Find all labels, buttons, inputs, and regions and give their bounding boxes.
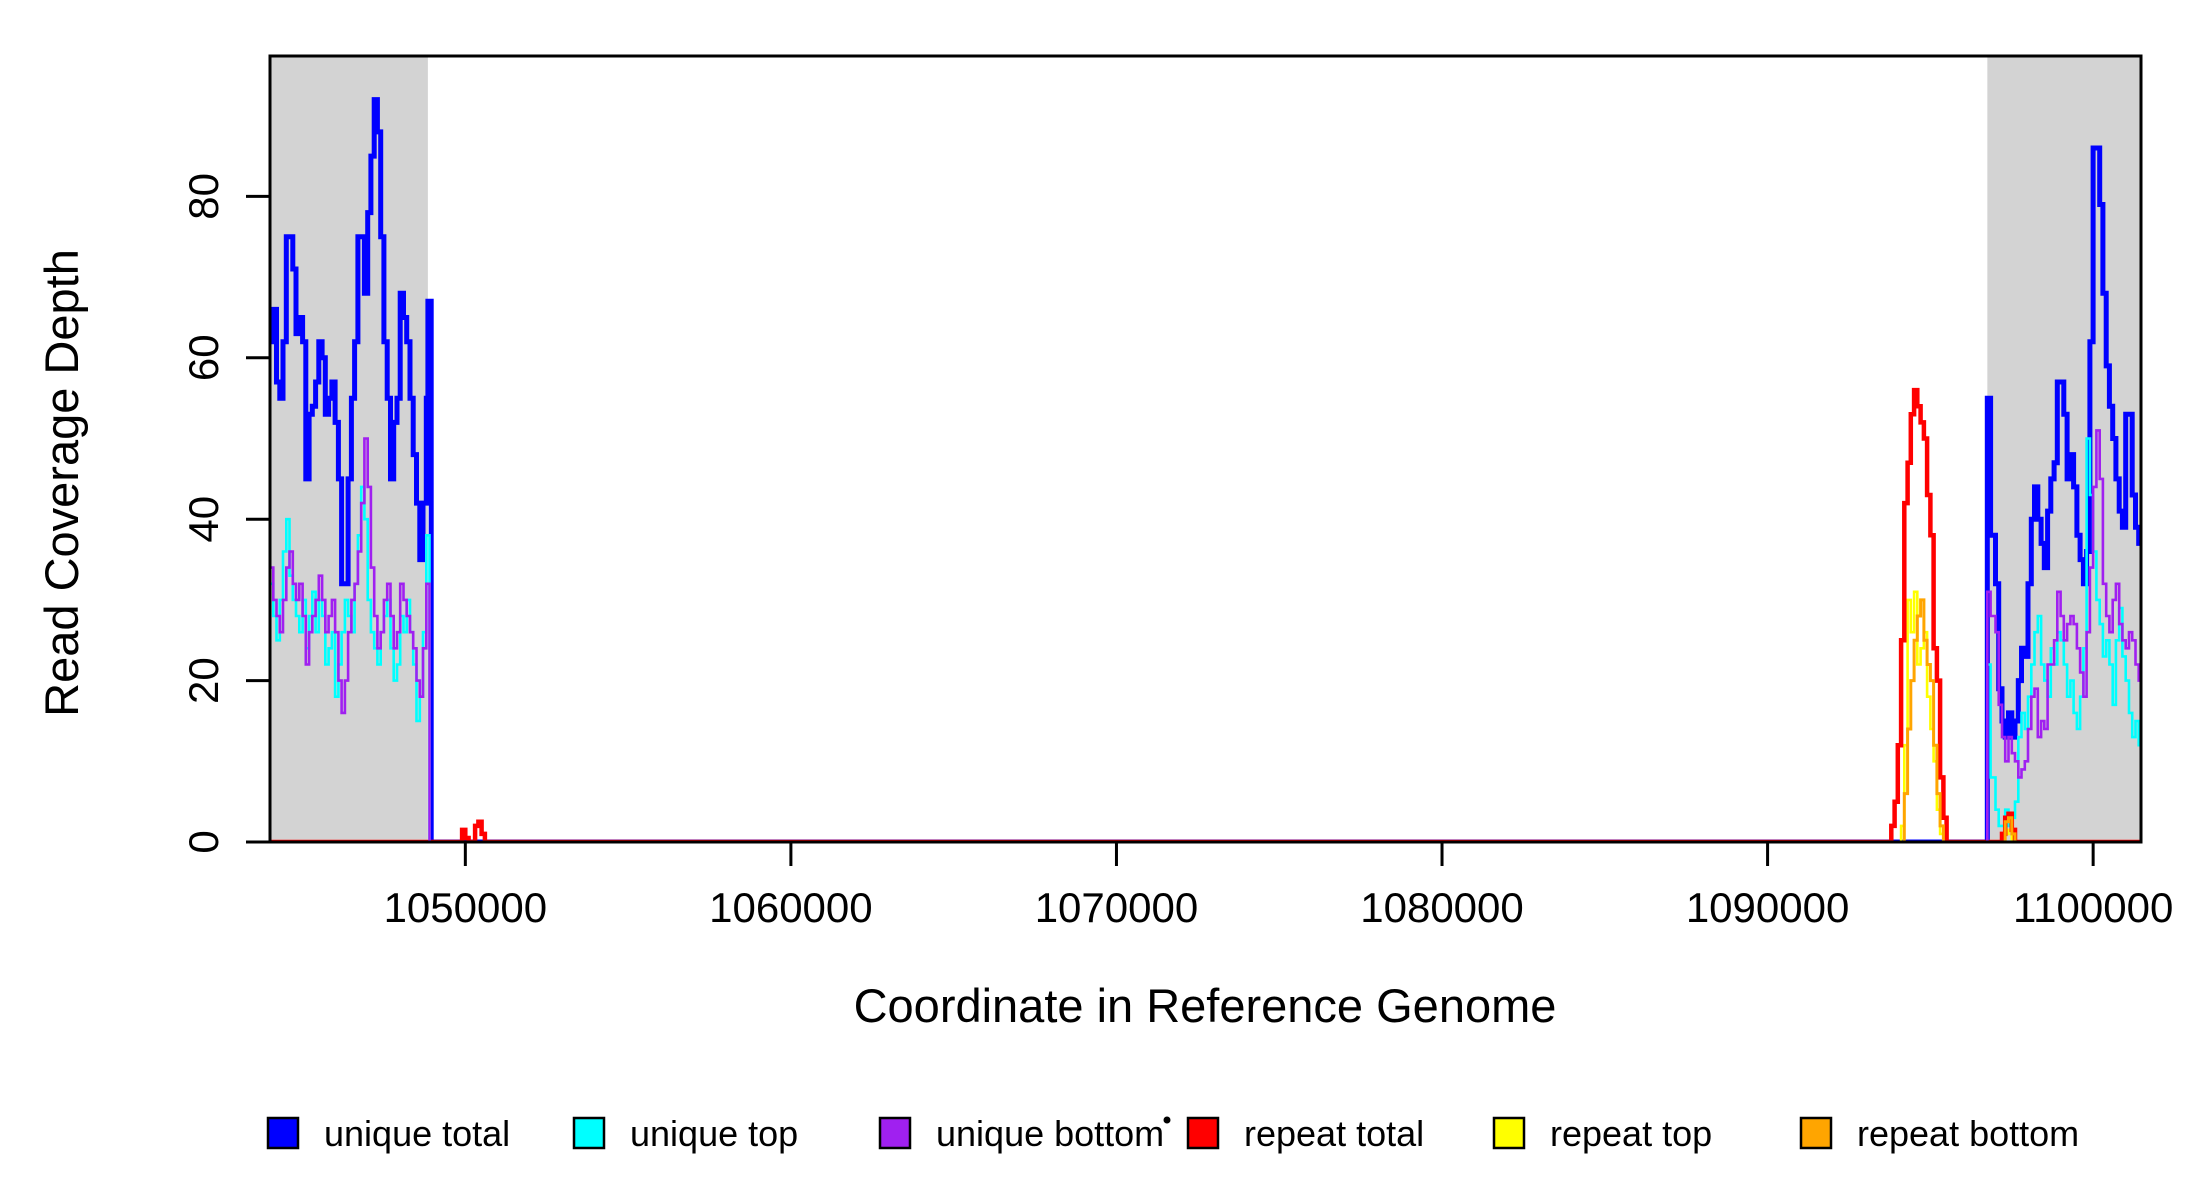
y-tick-label: 0 bbox=[180, 830, 227, 853]
legend-label: unique total bbox=[324, 1113, 510, 1154]
highlight-bands bbox=[270, 56, 2141, 842]
x-tick-label: 1060000 bbox=[709, 884, 873, 931]
legend-swatch bbox=[878, 1116, 912, 1150]
x-tick-label: 1070000 bbox=[1035, 884, 1199, 931]
legend-item-unique-bottom: unique bottom bbox=[878, 1113, 1164, 1154]
stray-dot bbox=[1163, 1116, 1171, 1124]
legend-swatch bbox=[266, 1116, 300, 1150]
legend-item-repeat-top: repeat top bbox=[1492, 1113, 1712, 1154]
legend-label: unique bottom bbox=[936, 1113, 1164, 1154]
legend-item-unique-total: unique total bbox=[266, 1113, 510, 1154]
legend-item-repeat-bottom: repeat bottom bbox=[1799, 1113, 2079, 1154]
y-tick-label: 40 bbox=[180, 496, 227, 543]
legend-item-repeat-total: repeat total bbox=[1186, 1113, 1424, 1154]
x-axis: 1050000 1060000 1070000 1080000 1090000 11000… bbox=[384, 842, 2173, 931]
legend: unique total unique top unique bottom repea… bbox=[266, 1113, 2079, 1154]
legend-label: repeat total bbox=[1244, 1113, 1424, 1154]
legend-swatch bbox=[1492, 1116, 1526, 1150]
series-unique-bottom bbox=[270, 429, 2141, 842]
data-series bbox=[270, 97, 2141, 842]
x-tick-label: 1100000 bbox=[2013, 884, 2173, 931]
legend-label: unique top bbox=[630, 1113, 798, 1154]
legend-swatch bbox=[1186, 1116, 1220, 1150]
series-unique-top bbox=[270, 437, 2141, 842]
series-repeat-bottom bbox=[270, 598, 2141, 842]
series-repeat-total bbox=[270, 387, 2141, 842]
plot-border bbox=[268, 54, 2143, 844]
legend-swatch bbox=[572, 1116, 606, 1150]
x-axis-title: Coordinate in Reference Genome bbox=[854, 979, 1557, 1032]
y-tick-label: 20 bbox=[180, 657, 227, 704]
x-tick-label: 1080000 bbox=[1360, 884, 1524, 931]
x-tick-label: 1050000 bbox=[384, 884, 548, 931]
x-tick-label: 1090000 bbox=[1686, 884, 1850, 931]
y-tick-label: 60 bbox=[180, 334, 227, 381]
y-tick-label: 80 bbox=[180, 173, 227, 220]
series-unique-total bbox=[270, 97, 2141, 842]
legend-swatch bbox=[1799, 1116, 1833, 1150]
legend-label: repeat bottom bbox=[1857, 1113, 2079, 1154]
legend-label: repeat top bbox=[1550, 1113, 1712, 1154]
y-axis-title: Read Coverage Depth bbox=[35, 249, 88, 717]
y-axis: 0 20 40 60 80 bbox=[180, 173, 270, 854]
legend-item-unique-top: unique top bbox=[572, 1113, 798, 1154]
series-repeat-top bbox=[270, 590, 2141, 842]
